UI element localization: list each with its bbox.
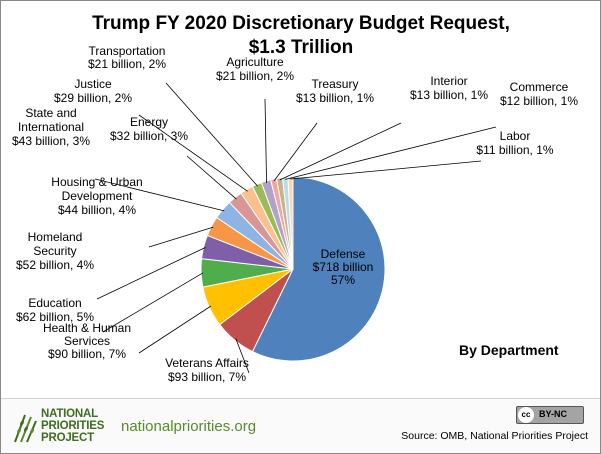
slice-label-justice: Justice $29 billion, 2% [54, 77, 132, 105]
leader-line-transportation [165, 82, 258, 187]
slice-label-homeland-security: Homeland Security $52 billion, 4% [16, 230, 94, 272]
slice-label-energy: Energy $32 billion, 3% [110, 115, 188, 143]
slice-label-defense: Defense $718 billion 57% [313, 247, 374, 287]
footer-bar: NATIONAL PRIORITIES PROJECT nationalprio… [1, 398, 600, 453]
slice-label-labor: Labor $11 billion, 1% [476, 129, 553, 157]
pie-chart: Trump FY 2020 Discretionary Budget Reque… [12, 13, 578, 384]
chart-title-line-1: Trump FY 2020 Discretionary Budget Reque… [92, 13, 510, 34]
leader-line-commerce [285, 126, 497, 180]
leader-line-agriculture [264, 98, 267, 183]
leader-line-state-and-international [94, 178, 225, 212]
leader-line-justice [138, 114, 248, 192]
pie-slice-labor[interactable] [287, 176, 294, 270]
slice-label-veterans-affairs: Veterans Affairs $93 billion, 7% [165, 356, 249, 384]
slice-label-housing-and-urban-development: Housing & Urban Development $44 billion, 4… [51, 175, 142, 217]
logo-line-3: PROJECT [41, 432, 94, 444]
leader-line-veterans-affairs [235, 338, 250, 374]
pie-slice-defense[interactable] [251, 176, 386, 362]
leader-line-treasury [273, 122, 318, 182]
slice-label-health-and-human-services: Health & Human Services $90 billion, 7% [43, 321, 131, 361]
license-label: BY-NC [539, 409, 568, 419]
chart-subtitle: By Department [459, 342, 559, 358]
slice-label-commerce: Commerce $12 billion, 1% [500, 80, 578, 108]
logo-wordmark: NATIONAL PRIORITIES PROJECT [41, 408, 104, 444]
leader-line-energy [186, 155, 237, 200]
website-link[interactable]: nationalpriorities.org [121, 418, 257, 435]
slice-label-treasury: Treasury $13 billion, 1% [296, 77, 374, 105]
slice-label-interior: Interior $13 billion, 1% [410, 74, 488, 102]
npp-logo[interactable]: NATIONAL PRIORITIES PROJECT [11, 407, 111, 445]
slice-label-state-and-international: State and International $43 billion, 3% [12, 106, 90, 148]
creative-commons-icon: cc [518, 407, 534, 423]
license-badge[interactable]: cc BY-NC [516, 406, 584, 424]
slice-label-transportation: Transportation $21 billion, 2% [88, 44, 166, 71]
logo-line-2: PRIORITIES [41, 420, 105, 432]
leader-line-housing-and-urban-development [148, 226, 214, 248]
leader-line-interior [279, 122, 402, 181]
chart-title-line-2: $1.3 Trillion [249, 37, 354, 58]
slice-label-education: Education $62 billion, 5% [16, 296, 94, 324]
leader-line-health-and-human-services [138, 305, 212, 354]
leader-line-homeland-security [96, 246, 206, 300]
slice-label-agriculture: Agriculture $21 billion, 2% [216, 55, 294, 83]
leader-line-education [102, 272, 204, 333]
wheat-logo-icon [14, 414, 37, 443]
leader-line-labor [290, 160, 482, 180]
logo-line-1: NATIONAL [41, 408, 98, 420]
source-note: Source: OMB, National Priorities Project [401, 430, 588, 442]
